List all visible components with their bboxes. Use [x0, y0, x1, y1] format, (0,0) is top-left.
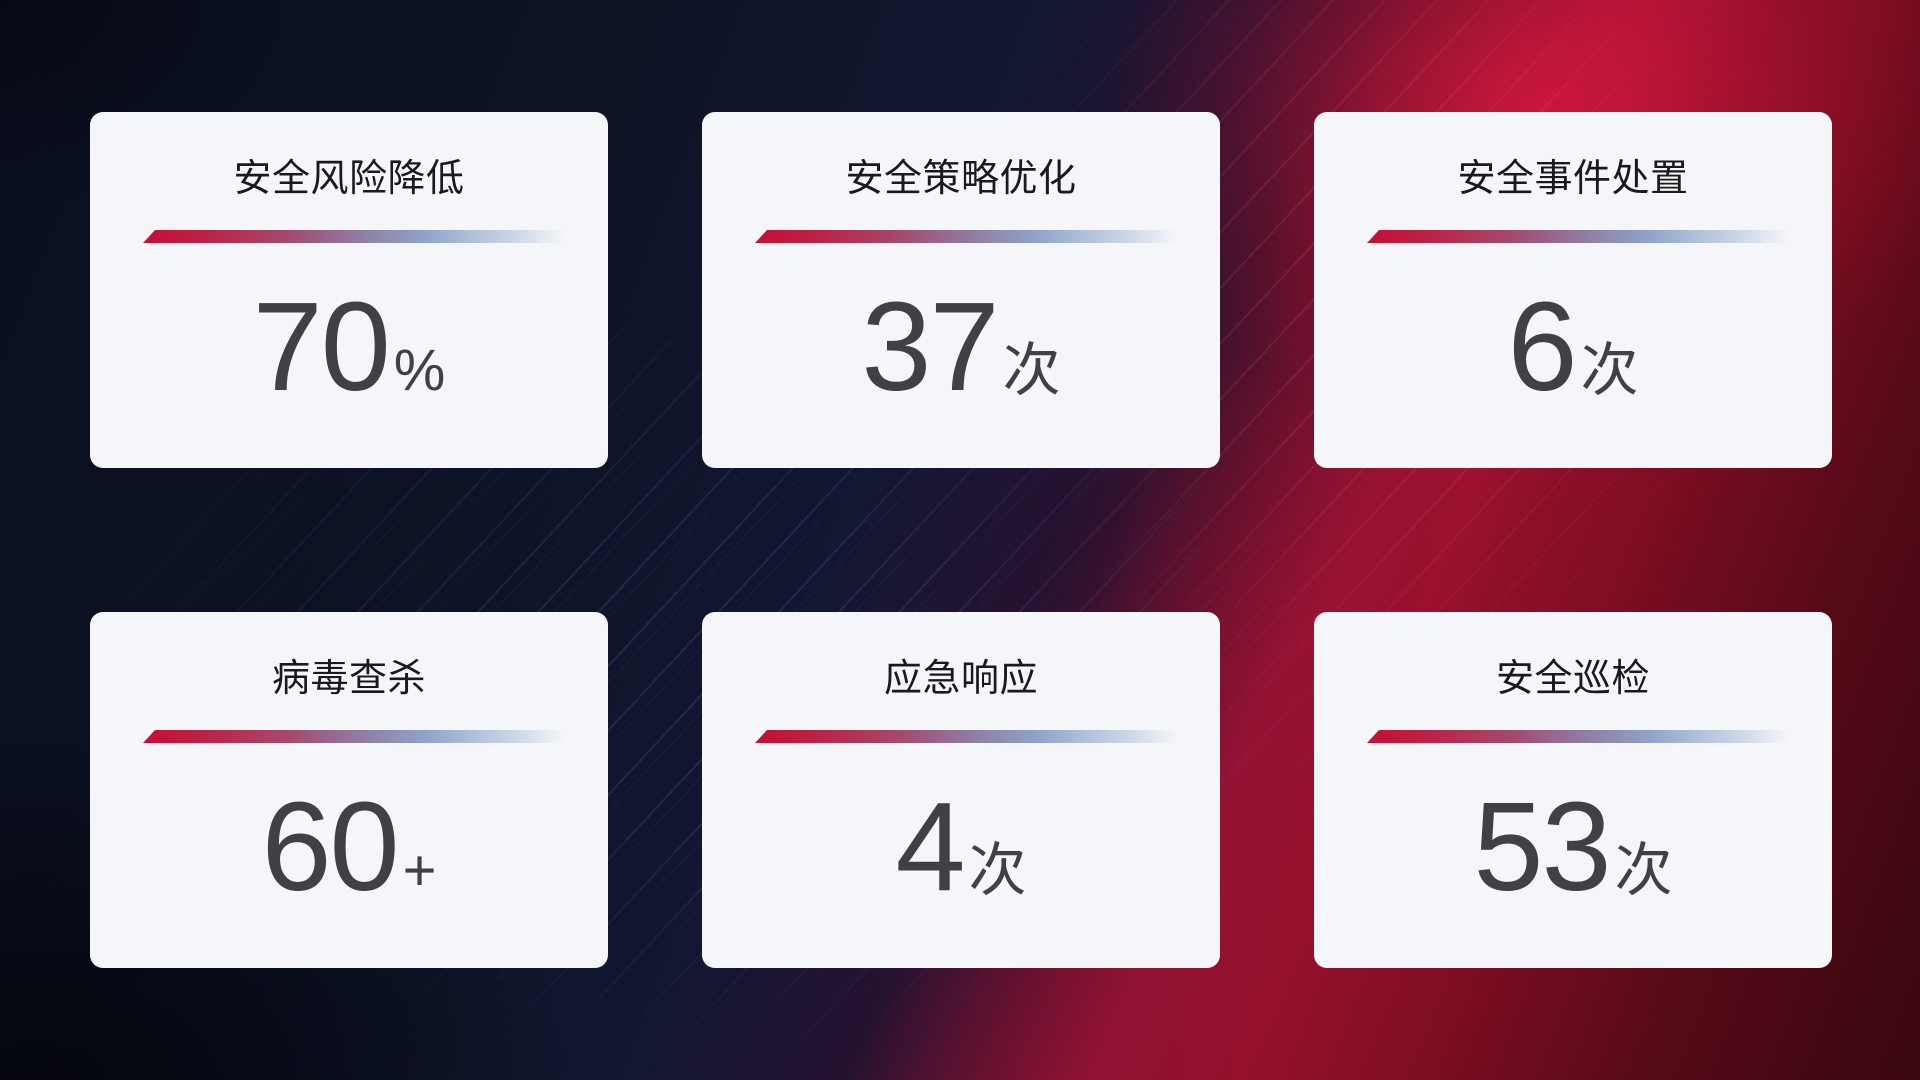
divider-line	[755, 730, 1209, 743]
card-title: 安全风险降低	[233, 158, 465, 200]
card-unit: %	[393, 338, 446, 403]
divider-line	[755, 230, 1209, 243]
card-value-row: 53 次	[1314, 784, 1832, 910]
stat-card-incident-handling: 安全事件处置 6 次	[1314, 112, 1832, 468]
card-unit: 次	[968, 838, 1027, 903]
card-value: 53	[1473, 776, 1611, 917]
card-value-row: 70 %	[90, 284, 608, 410]
card-unit: 次	[1614, 838, 1673, 903]
card-unit: +	[402, 838, 437, 903]
card-title: 安全事件处置	[1457, 158, 1689, 200]
card-title: 安全策略优化	[845, 158, 1077, 200]
card-value-row: 6 次	[1314, 284, 1832, 410]
card-value-row: 37 次	[702, 284, 1220, 410]
card-value: 60	[261, 776, 399, 917]
card-value-row: 4 次	[702, 784, 1220, 910]
card-title: 病毒查杀	[271, 658, 426, 700]
divider-line	[143, 230, 597, 243]
divider-line	[143, 730, 597, 743]
card-unit: 次	[1002, 338, 1061, 403]
stat-card-virus-scan: 病毒查杀 60 +	[90, 612, 608, 968]
stat-card-grid: 安全风险降低 70 % 安全策略优化 37 次 安全事件处置 6 次 病毒查	[90, 112, 1832, 968]
card-value: 6	[1507, 276, 1577, 417]
card-value: 4	[895, 776, 965, 917]
card-title: 安全巡检	[1495, 658, 1650, 700]
stat-card-security-risk: 安全风险降低 70 %	[90, 112, 608, 468]
stat-card-security-inspection: 安全巡检 53 次	[1314, 612, 1832, 968]
stat-card-policy-optimization: 安全策略优化 37 次	[702, 112, 1220, 468]
stat-card-emergency-response: 应急响应 4 次	[702, 612, 1220, 968]
divider-line	[1367, 230, 1821, 243]
card-value: 37	[861, 276, 999, 417]
card-value-row: 60 +	[90, 784, 608, 910]
card-unit: 次	[1580, 338, 1639, 403]
card-value: 70	[252, 276, 391, 417]
card-title: 应急响应	[883, 658, 1038, 700]
divider-line	[1367, 730, 1821, 743]
